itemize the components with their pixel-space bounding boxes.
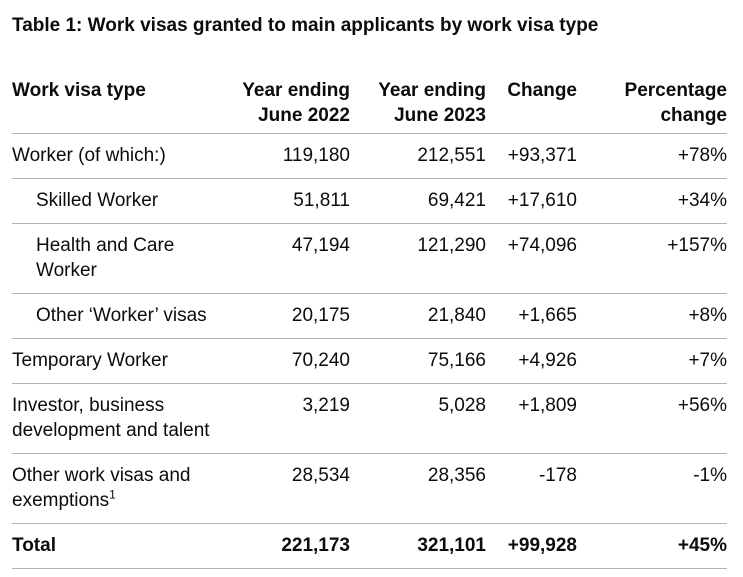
- visa-type-cell: Other ‘Worker’ visas: [12, 293, 212, 339]
- value-cell-percentage: -1%: [577, 453, 727, 524]
- table-title: Table 1: Work visas granted to main appl…: [12, 15, 599, 36]
- value-cell-change: +74,096: [486, 223, 577, 294]
- value-cell-ye2023: 5,028: [350, 383, 486, 454]
- visa-type-cell: Other work visas and exemptions1: [12, 453, 212, 524]
- footnote-marker: 1: [109, 487, 116, 502]
- value-cell-change: +1,809: [486, 383, 577, 454]
- value-cell-ye2023: 21,840: [350, 293, 486, 339]
- visa-type-cell: Temporary Worker: [12, 338, 212, 384]
- col-header-percentage-change: Percentage change: [577, 78, 727, 134]
- table-row-temporary-worker: Temporary Worker 70,240 75,166 +4,926 +7…: [12, 338, 727, 384]
- value-cell-ye2022: 221,173: [212, 523, 350, 569]
- value-cell-ye2022: 119,180: [212, 133, 350, 179]
- value-cell-percentage: +157%: [577, 223, 727, 294]
- value-cell-change: +99,928: [486, 523, 577, 569]
- value-cell-change: +17,610: [486, 178, 577, 224]
- value-cell-change: +4,926: [486, 338, 577, 384]
- table-row-worker: Worker (of which:) 119,180 212,551 +93,3…: [12, 133, 727, 179]
- value-cell-percentage: +45%: [577, 523, 727, 569]
- value-cell-ye2022: 70,240: [212, 338, 350, 384]
- visa-type-cell: Health and Care Worker: [12, 223, 212, 294]
- value-cell-change: -178: [486, 453, 577, 524]
- visa-type-cell: Investor, business development and talen…: [12, 383, 212, 454]
- value-cell-percentage: +34%: [577, 178, 727, 224]
- value-cell-percentage: +7%: [577, 338, 727, 384]
- table-row-other-work-visas-exemptions: Other work visas and exemptions1 28,534 …: [12, 453, 727, 524]
- table-row-skilled-worker: Skilled Worker 51,811 69,421 +17,610 +34…: [12, 178, 727, 224]
- value-cell-ye2022: 47,194: [212, 223, 350, 294]
- value-cell-ye2022: 28,534: [212, 453, 350, 524]
- value-cell-ye2023: 69,421: [350, 178, 486, 224]
- visa-type-label: Other work visas and exemptions: [12, 465, 191, 511]
- table-row-other-worker-visas: Other ‘Worker’ visas 20,175 21,840 +1,66…: [12, 293, 727, 339]
- header-row: Work visa type Year ending June 2022 Yea…: [12, 78, 727, 134]
- value-cell-percentage: +78%: [577, 133, 727, 179]
- value-cell-percentage: +8%: [577, 293, 727, 339]
- table-row-investor-business-talent: Investor, business development and talen…: [12, 383, 727, 454]
- table-row-health-and-care-worker: Health and Care Worker 47,194 121,290 +7…: [12, 223, 727, 294]
- visa-type-cell: Total: [12, 523, 212, 569]
- visa-type-cell: Skilled Worker: [12, 178, 212, 224]
- value-cell-ye2022: 3,219: [212, 383, 350, 454]
- value-cell-ye2023: 212,551: [350, 133, 486, 179]
- col-header-visa-type: Work visa type: [12, 78, 212, 134]
- value-cell-ye2022: 20,175: [212, 293, 350, 339]
- col-header-year-ending-2023: Year ending June 2023: [350, 78, 486, 134]
- col-header-year-ending-2022: Year ending June 2022: [212, 78, 350, 134]
- value-cell-change: +1,665: [486, 293, 577, 339]
- table-row-total: Total 221,173 321,101 +99,928 +45%: [12, 523, 727, 569]
- visa-type-cell: Worker (of which:): [12, 133, 212, 179]
- value-cell-percentage: +56%: [577, 383, 727, 454]
- value-cell-ye2023: 75,166: [350, 338, 486, 384]
- value-cell-ye2023: 28,356: [350, 453, 486, 524]
- value-cell-ye2023: 321,101: [350, 523, 486, 569]
- value-cell-change: +93,371: [486, 133, 577, 179]
- work-visas-table: Work visa type Year ending June 2022 Yea…: [12, 78, 727, 569]
- value-cell-ye2022: 51,811: [212, 178, 350, 224]
- col-header-change: Change: [486, 78, 577, 134]
- value-cell-ye2023: 121,290: [350, 223, 486, 294]
